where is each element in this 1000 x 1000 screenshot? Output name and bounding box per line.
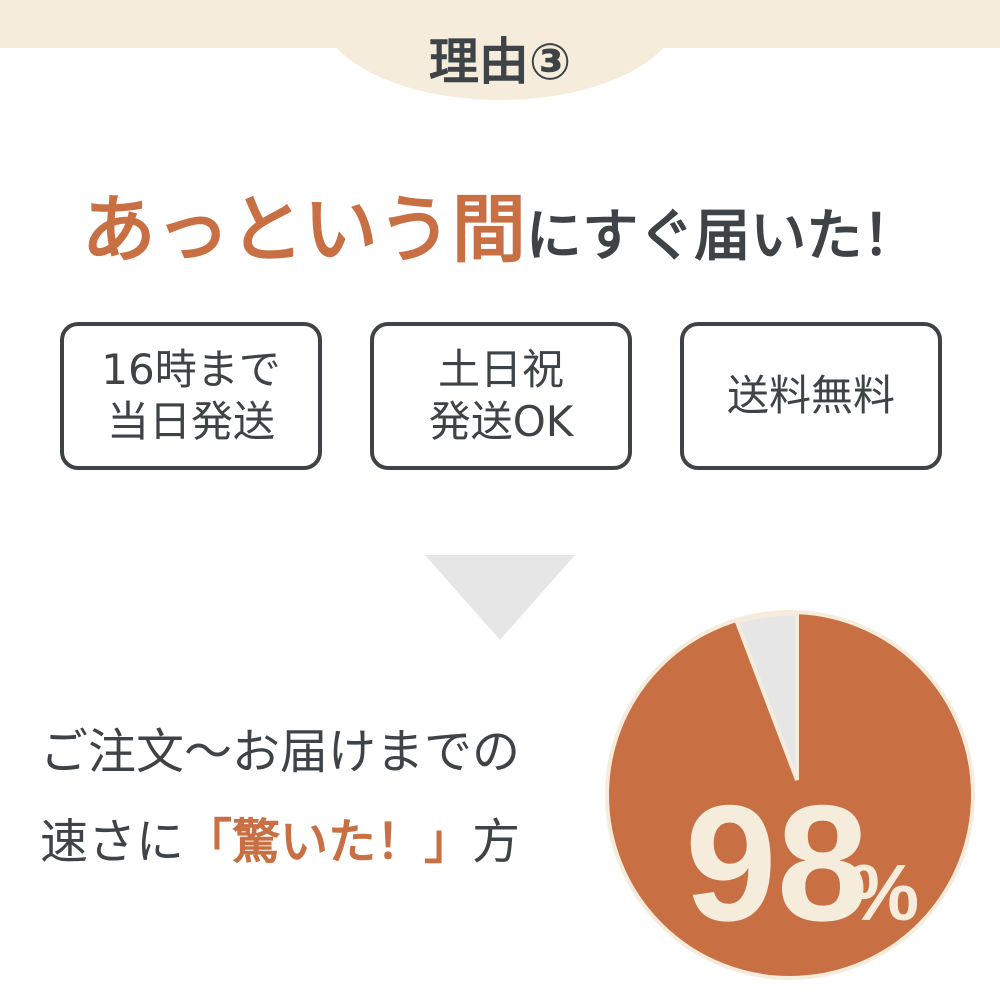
- summary-pre: 速さに: [40, 814, 185, 870]
- summary-line-1: ご注文～お届けまでの: [40, 724, 521, 780]
- down-arrow-icon: [425, 555, 575, 640]
- pie-value: 98: [685, 771, 869, 955]
- headline-accent: あっという間: [81, 187, 526, 273]
- headline: あっという間にすぐ届いた！: [0, 170, 1000, 277]
- feature-free-shipping: 送料無料: [680, 322, 942, 470]
- summary-post: 方: [472, 814, 521, 870]
- pie-unit: %: [848, 848, 919, 937]
- summary-accent: 「驚いた！」: [184, 814, 473, 870]
- summary-line-2: 速さに「驚いた！」方: [40, 802, 520, 872]
- headline-rest: にすぐ届いた！: [525, 204, 919, 269]
- feature-same-day: 16時まで 当日発送: [60, 322, 322, 470]
- feature-weekend: 土日祝 発送OK: [370, 322, 632, 470]
- pie-slice-minor: [734, 611, 799, 781]
- reason-label: 理由③: [428, 33, 572, 91]
